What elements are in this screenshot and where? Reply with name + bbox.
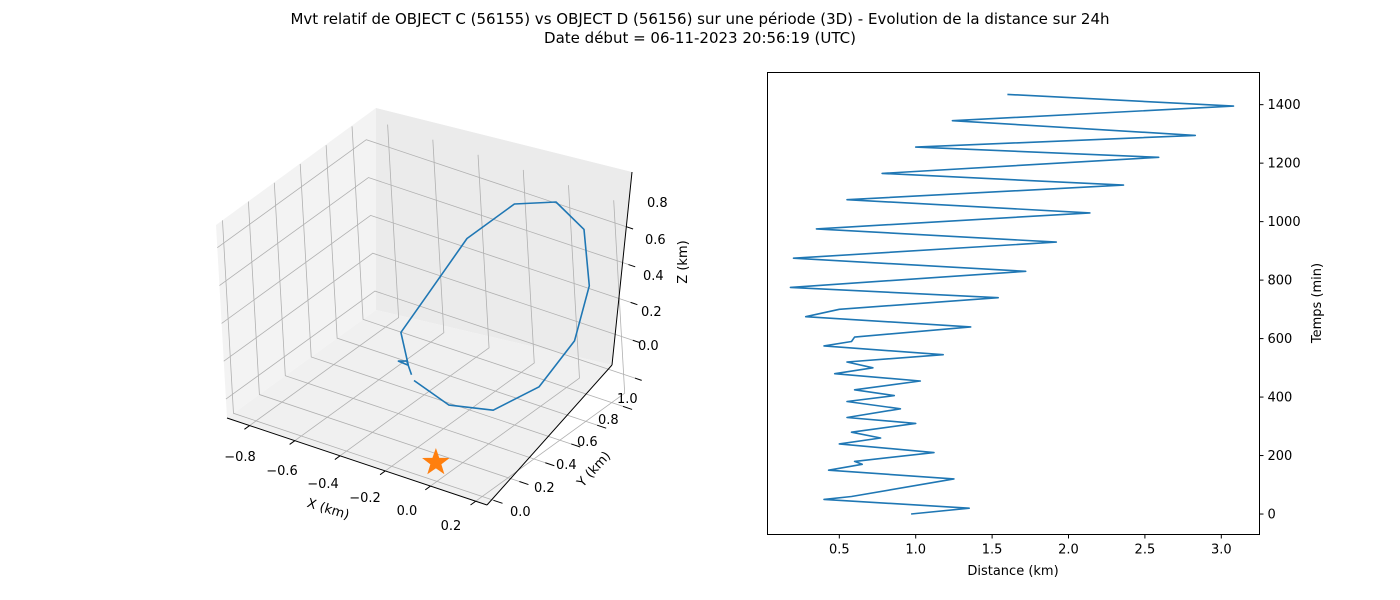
y-tick-mark xyxy=(622,405,633,410)
distance-x-tick-label: 1.5 xyxy=(982,543,1003,558)
distance-x-tick-label: 2.0 xyxy=(1058,543,1079,558)
y-tick-labels: 0.0 0.2 0.4 0.6 0.8 1.0 xyxy=(510,392,638,520)
z-tick-label: 0.8 xyxy=(647,196,668,211)
z-tick-mark xyxy=(630,301,638,306)
y-tick-label: 0.8 xyxy=(598,413,619,428)
y-gridline xyxy=(247,201,520,482)
y-gridline xyxy=(299,163,572,445)
distance-x-tick-label: 0.5 xyxy=(829,543,850,558)
x-gridline xyxy=(385,169,535,472)
x-axis-label: X (km) xyxy=(305,496,351,523)
y-tick-mark xyxy=(519,481,529,486)
z-gridline xyxy=(221,214,631,324)
x-tick-mark xyxy=(470,500,476,506)
z-gridline xyxy=(219,177,629,286)
distance-plot: 0.5 1.0 1.5 2.0 2.5 3.0 0 200 400 600 800 1000 1200 1… xyxy=(767,72,1325,579)
x-tick-mark xyxy=(244,425,250,430)
distance-x-tick-label: 2.5 xyxy=(1135,543,1156,558)
z-tick-mark xyxy=(628,264,636,268)
y-tick-label: 0.6 xyxy=(577,435,598,450)
3d-pane-back xyxy=(376,108,632,365)
z-axis-line xyxy=(611,171,633,366)
x-gridline xyxy=(249,124,400,426)
z-gridline xyxy=(223,252,633,362)
distance-plot-ticks: 0.5 1.0 1.5 2.0 2.5 3.0 0 200 400 600 800 1000 1200 1… xyxy=(829,98,1301,557)
z-tick-label: 0.6 xyxy=(645,233,666,248)
z-tick-labels: 0.0 0.2 0.4 0.6 0.8 xyxy=(638,196,668,354)
time-y-tick-label: 0 xyxy=(1268,508,1276,523)
time-y-tick-label: 1000 xyxy=(1268,215,1301,230)
3d-grid xyxy=(217,124,642,506)
time-y-tick-label: 1400 xyxy=(1268,98,1301,113)
relative-motion-line xyxy=(397,201,591,412)
distance-time-line xyxy=(789,93,1235,515)
x-tick-label: −0.8 xyxy=(224,450,256,465)
y-tick-mark xyxy=(596,424,607,429)
x-axis-line xyxy=(226,417,488,506)
3d-data-layer xyxy=(397,201,591,475)
z-tick-label: 0.0 xyxy=(638,339,659,354)
x-tick-mark xyxy=(334,455,341,460)
y-axis-label: Y (km) xyxy=(574,449,614,491)
y-gridline xyxy=(273,182,546,464)
y-tick-label: 0.4 xyxy=(556,458,577,473)
time-y-tick-label: 600 xyxy=(1268,332,1293,347)
z-axis-label: Z (km) xyxy=(676,240,691,283)
x-tick-mark xyxy=(425,485,431,491)
3d-plot: −0.8 −0.6 −0.4 −0.2 0.0 0.2 X (km) 0.0 0… xyxy=(216,108,691,534)
x-tick-label: −0.2 xyxy=(349,491,381,506)
z-tick-label: 0.4 xyxy=(643,269,664,284)
x-tick-mark xyxy=(379,470,386,476)
x-tick-label: −0.4 xyxy=(307,477,339,492)
z-tick-mark xyxy=(634,377,642,381)
x-tick-label: 0.0 xyxy=(397,504,418,519)
3d-axis-lines xyxy=(226,171,633,506)
title-line-1: Mvt relatif de OBJECT C (56155) vs OBJEC… xyxy=(290,10,1110,28)
z-tick-mark xyxy=(632,339,640,343)
x-tick-labels: −0.8 −0.6 −0.4 −0.2 0.0 0.2 xyxy=(224,450,461,534)
x-tick-mark xyxy=(289,440,296,445)
y-gridline xyxy=(351,126,624,407)
origin-star-marker xyxy=(422,447,450,475)
y-axis-label-time: Temps (min) xyxy=(1310,263,1325,344)
y-tick-label: 0.2 xyxy=(534,481,555,496)
title-line-2: Date début = 06-11-2023 20:56:19 (UTC) xyxy=(544,29,856,47)
x-gridline xyxy=(339,154,490,457)
x-gridline xyxy=(430,185,580,487)
figure-title: Mvt relatif de OBJECT C (56155) vs OBJEC… xyxy=(0,10,1400,48)
y-tick-mark xyxy=(493,499,503,504)
z-tick-mark xyxy=(626,226,634,230)
y-tick-label: 0.0 xyxy=(510,505,531,520)
x-axis-label-distance: Distance (km) xyxy=(967,564,1058,579)
y-axis-line xyxy=(486,364,613,506)
z-tick-label: 0.2 xyxy=(641,305,662,320)
time-y-tick-label: 200 xyxy=(1268,449,1293,464)
distance-x-tick-label: 1.0 xyxy=(905,543,926,558)
x-gridline xyxy=(475,200,626,502)
x-tick-label: 0.2 xyxy=(441,519,462,534)
3d-pane-floor xyxy=(227,310,612,505)
y-gridline xyxy=(222,220,494,501)
y-tick-mark xyxy=(545,462,555,467)
y-gridline xyxy=(325,145,598,426)
distance-data-layer xyxy=(789,93,1235,515)
distance-x-tick-label: 3.0 xyxy=(1211,543,1232,558)
y-tick-mark xyxy=(571,443,581,448)
x-tick-label: −0.6 xyxy=(266,464,298,479)
time-y-tick-label: 400 xyxy=(1268,391,1293,406)
z-gridline xyxy=(225,290,636,400)
time-y-tick-label: 1200 xyxy=(1268,157,1301,172)
z-gridline xyxy=(217,139,627,249)
x-gridline xyxy=(294,139,445,442)
y-tick-label: 1.0 xyxy=(617,392,638,407)
time-y-tick-label: 800 xyxy=(1268,274,1293,289)
distance-plot-frame xyxy=(767,72,1260,535)
